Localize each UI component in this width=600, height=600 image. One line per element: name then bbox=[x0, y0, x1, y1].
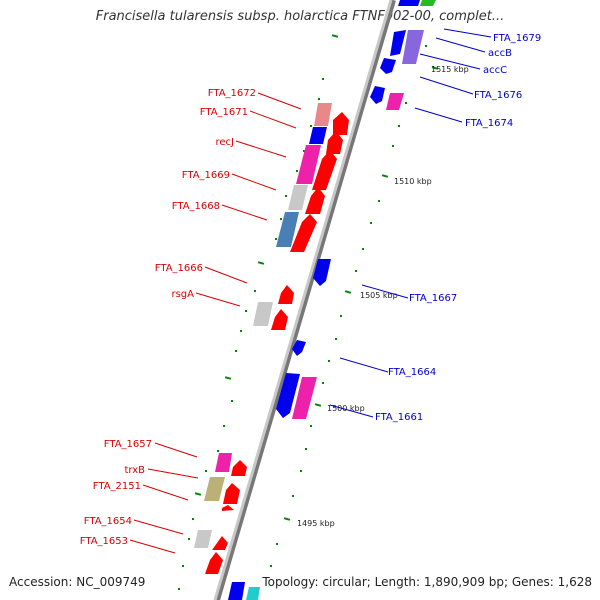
cds-block bbox=[194, 530, 212, 548]
gene-label-fta-1672[interactable]: FTA_1672 bbox=[208, 88, 256, 99]
reverse-cds-features[interactable] bbox=[276, 0, 436, 419]
scale-label-1510: 1510 kbp bbox=[394, 177, 432, 186]
cds-block bbox=[420, 0, 436, 6]
gene-label-fta-1674[interactable]: FTA_1674 bbox=[465, 118, 513, 129]
cds-block bbox=[253, 302, 273, 326]
cds-block bbox=[276, 212, 299, 247]
cds-arrow bbox=[370, 86, 385, 104]
cds-block bbox=[309, 127, 327, 144]
cds-block bbox=[314, 103, 332, 126]
cds-block bbox=[246, 587, 260, 600]
gene-label-accb[interactable]: accB bbox=[488, 48, 512, 59]
cds-arrow bbox=[212, 536, 228, 550]
gene-label-fta-1653[interactable]: FTA_1653 bbox=[80, 536, 128, 547]
cds-arrow bbox=[276, 373, 300, 418]
cds-arrow bbox=[278, 285, 294, 304]
cds-block bbox=[296, 145, 321, 184]
cds-arrow bbox=[271, 309, 288, 330]
gene-label-fta-1661[interactable]: FTA_1661 bbox=[375, 412, 423, 423]
cds-arrow bbox=[312, 150, 337, 190]
right-leader-lines bbox=[329, 28, 492, 418]
cds-block bbox=[292, 377, 317, 419]
gene-label-fta-2151[interactable]: FTA_2151 bbox=[93, 481, 141, 492]
forward-cds-features[interactable] bbox=[205, 112, 349, 574]
accession-text: Accession: NC_009749 bbox=[9, 575, 146, 589]
gene-label-fta-1667[interactable]: FTA_1667 bbox=[409, 293, 457, 304]
cds-arrow bbox=[390, 30, 406, 56]
cds-block bbox=[215, 453, 232, 472]
gene-label-fta-1669[interactable]: FTA_1669 bbox=[182, 170, 230, 181]
backbone bbox=[213, 0, 393, 600]
gene-label-fta-1679[interactable]: FTA_1679 bbox=[493, 33, 541, 44]
colored-cds-blocks[interactable] bbox=[194, 103, 332, 600]
gene-label-fta-1666[interactable]: FTA_1666 bbox=[155, 263, 203, 274]
gene-label-accc[interactable]: accC bbox=[483, 65, 507, 76]
genome-summary: Topology: circular; Length: 1,890,909 bp… bbox=[262, 575, 592, 589]
cds-block bbox=[204, 477, 225, 501]
gene-label-fta-1657[interactable]: FTA_1657 bbox=[104, 439, 152, 450]
gene-label-fta-1671[interactable]: FTA_1671 bbox=[200, 107, 248, 118]
cds-arrow bbox=[380, 58, 396, 74]
gene-label-fta-1654[interactable]: FTA_1654 bbox=[84, 516, 132, 527]
cds-arrow bbox=[313, 259, 331, 286]
cds-block bbox=[402, 30, 424, 64]
minor-ticks bbox=[178, 45, 427, 590]
cds-block bbox=[398, 0, 420, 6]
cds-block bbox=[228, 582, 245, 600]
scale-ticks bbox=[194, 34, 439, 521]
gene-label-fta-1676[interactable]: FTA_1676 bbox=[474, 90, 522, 101]
scale-label-1500: 1500 kbp bbox=[327, 404, 365, 413]
map-title: Francisella tularensis subsp. holarctica… bbox=[95, 9, 505, 24]
cds-arrow bbox=[222, 505, 234, 511]
scale-label-1515: 1515 kbp bbox=[431, 65, 469, 74]
cds-arrow bbox=[223, 483, 240, 504]
cds-block bbox=[386, 93, 404, 110]
cds-arrow bbox=[231, 460, 247, 476]
cds-arrow bbox=[305, 187, 325, 214]
backbone-shadow bbox=[214, 0, 396, 600]
cds-block bbox=[288, 185, 308, 210]
cds-arrow bbox=[290, 214, 317, 252]
gene-label-rsga[interactable]: rsgA bbox=[171, 289, 194, 300]
scale-label-1495: 1495 kbp bbox=[297, 519, 335, 528]
cds-arrow bbox=[326, 131, 343, 154]
scale-label-1505: 1505 kbp bbox=[360, 291, 398, 300]
left-leader-lines bbox=[129, 92, 302, 554]
cds-arrow bbox=[292, 340, 306, 356]
gene-label-trxb[interactable]: trxB bbox=[124, 465, 145, 476]
cds-arrow bbox=[205, 552, 223, 574]
cds-arrow bbox=[333, 112, 349, 135]
gene-label-fta-1668[interactable]: FTA_1668 bbox=[172, 201, 220, 212]
gene-label-fta-1664[interactable]: FTA_1664 bbox=[388, 367, 436, 378]
gene-label-recj[interactable]: recJ bbox=[216, 137, 235, 148]
